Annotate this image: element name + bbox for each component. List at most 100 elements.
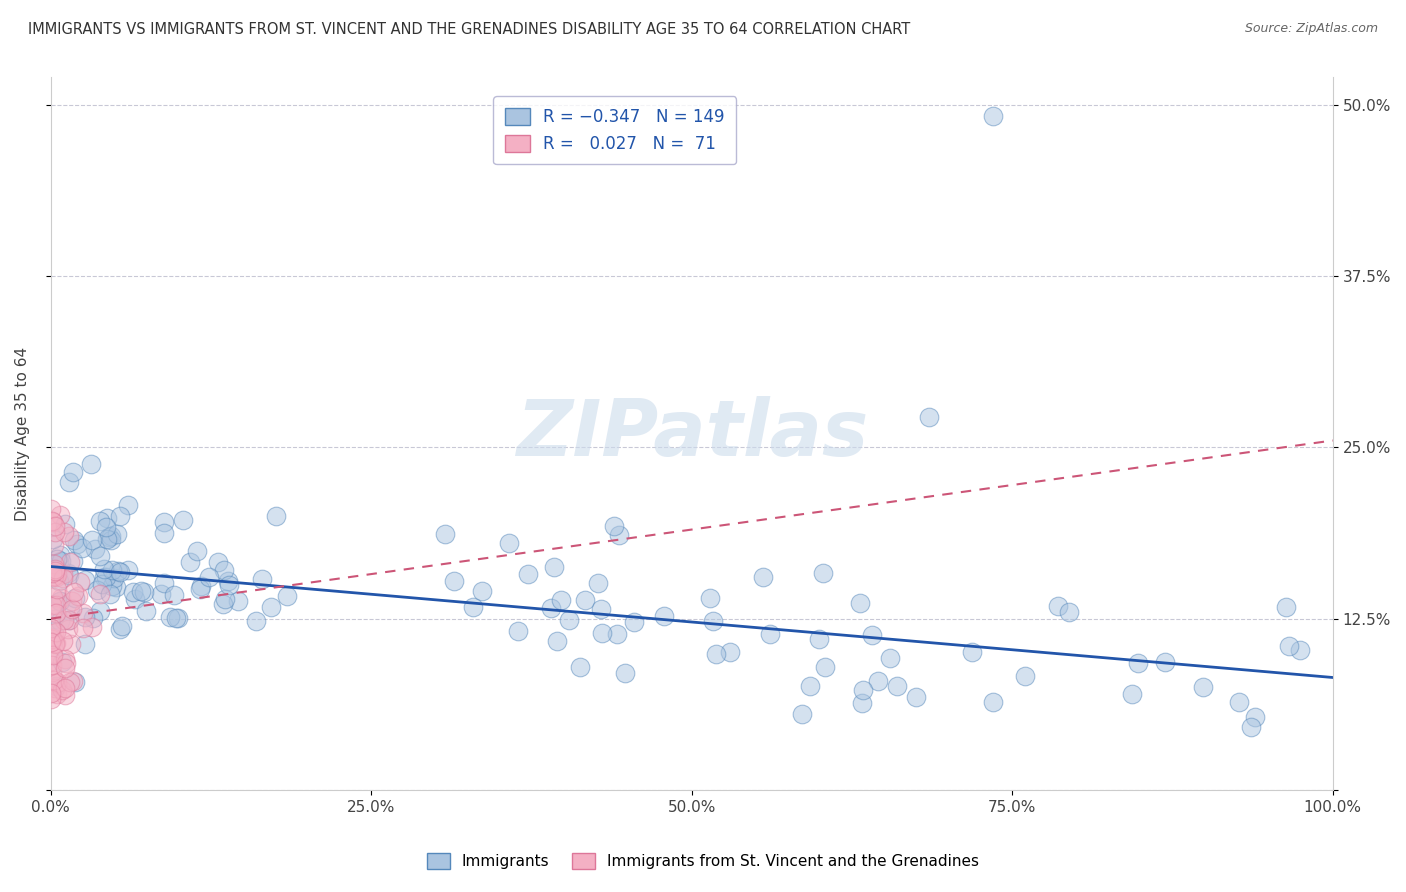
Point: [124, 591, 146, 606]
Point: [69, 574, 91, 589]
Point: [45, 624, 67, 639]
Legend: R = −0.347   N = 149, R =   0.027   N =  71: R = −0.347 N = 149, R = 0.027 N = 71: [494, 96, 737, 164]
Point: [44, 519, 66, 533]
Point: [1126, 656, 1149, 670]
Point: [60, 594, 83, 608]
Point: [540, 600, 562, 615]
Point: [75, 637, 97, 651]
Point: [45, 687, 67, 701]
Point: [39, 621, 62, 635]
Point: [52, 571, 75, 585]
Point: [52, 633, 75, 648]
Point: [60, 602, 83, 616]
Point: [66, 537, 89, 551]
Point: [107, 564, 129, 578]
Point: [45, 598, 67, 612]
Point: [498, 536, 520, 550]
Point: [49, 591, 72, 605]
Point: [589, 601, 612, 615]
Point: [759, 627, 782, 641]
Point: [165, 610, 187, 624]
Point: [167, 610, 190, 624]
Point: [108, 622, 131, 636]
Point: [150, 587, 173, 601]
Point: [49, 508, 72, 522]
Point: [96, 511, 118, 525]
Point: [44, 681, 66, 696]
Point: [586, 576, 609, 591]
Point: [471, 584, 494, 599]
Point: [1278, 640, 1301, 654]
Point: [111, 618, 134, 632]
Point: [159, 610, 181, 624]
Point: [129, 583, 152, 598]
Point: [96, 532, 118, 546]
Point: [811, 566, 834, 581]
Point: [63, 675, 86, 690]
Point: [250, 572, 273, 586]
Point: [260, 600, 283, 615]
Point: [53, 661, 76, 675]
Point: [41, 605, 63, 619]
Point: [45, 636, 67, 650]
Point: [49, 593, 72, 607]
Point: [44, 562, 66, 576]
Point: [45, 675, 67, 690]
Point: [66, 590, 89, 604]
Point: [100, 533, 122, 547]
Point: [44, 636, 66, 650]
Point: [117, 498, 139, 512]
Point: [1154, 655, 1177, 669]
Text: IMMIGRANTS VS IMMIGRANTS FROM ST. VINCENT AND THE GRENADINES DISABILITY AGE 35 T: IMMIGRANTS VS IMMIGRANTS FROM ST. VINCEN…: [28, 22, 910, 37]
Point: [62, 673, 84, 688]
Point: [217, 574, 239, 588]
Point: [45, 570, 67, 584]
Point: [702, 615, 724, 629]
Point: [84, 541, 107, 556]
Point: [1227, 695, 1250, 709]
Point: [42, 673, 65, 687]
Point: [105, 580, 128, 594]
Point: [188, 582, 211, 597]
Point: [433, 526, 456, 541]
Point: [58, 613, 80, 627]
Point: [186, 544, 208, 558]
Point: [1274, 600, 1296, 615]
Y-axis label: Disability Age 35 to 64: Disability Age 35 to 64: [15, 347, 30, 521]
Point: [879, 650, 901, 665]
Point: [70, 541, 93, 555]
Point: [172, 513, 194, 527]
Point: [1014, 669, 1036, 683]
Point: [101, 563, 124, 577]
Point: [80, 533, 103, 547]
Point: [55, 656, 77, 670]
Point: [89, 587, 111, 601]
Point: [45, 607, 67, 621]
Point: [46, 676, 69, 690]
Point: [122, 585, 145, 599]
Point: [58, 529, 80, 543]
Point: [51, 655, 73, 669]
Point: [59, 604, 82, 618]
Point: [39, 691, 62, 706]
Point: [93, 562, 115, 576]
Point: [42, 590, 65, 604]
Point: [49, 615, 72, 629]
Point: [868, 674, 890, 689]
Point: [981, 695, 1004, 709]
Point: [852, 683, 875, 698]
Point: [98, 587, 121, 601]
Point: [207, 555, 229, 569]
Point: [58, 475, 80, 490]
Point: [53, 517, 76, 532]
Point: [63, 584, 86, 599]
Point: [49, 548, 72, 562]
Point: [42, 626, 65, 640]
Point: [218, 578, 240, 592]
Point: [543, 559, 565, 574]
Point: [814, 659, 837, 673]
Point: [93, 570, 115, 584]
Point: [94, 569, 117, 583]
Point: [849, 596, 872, 610]
Point: [52, 524, 75, 539]
